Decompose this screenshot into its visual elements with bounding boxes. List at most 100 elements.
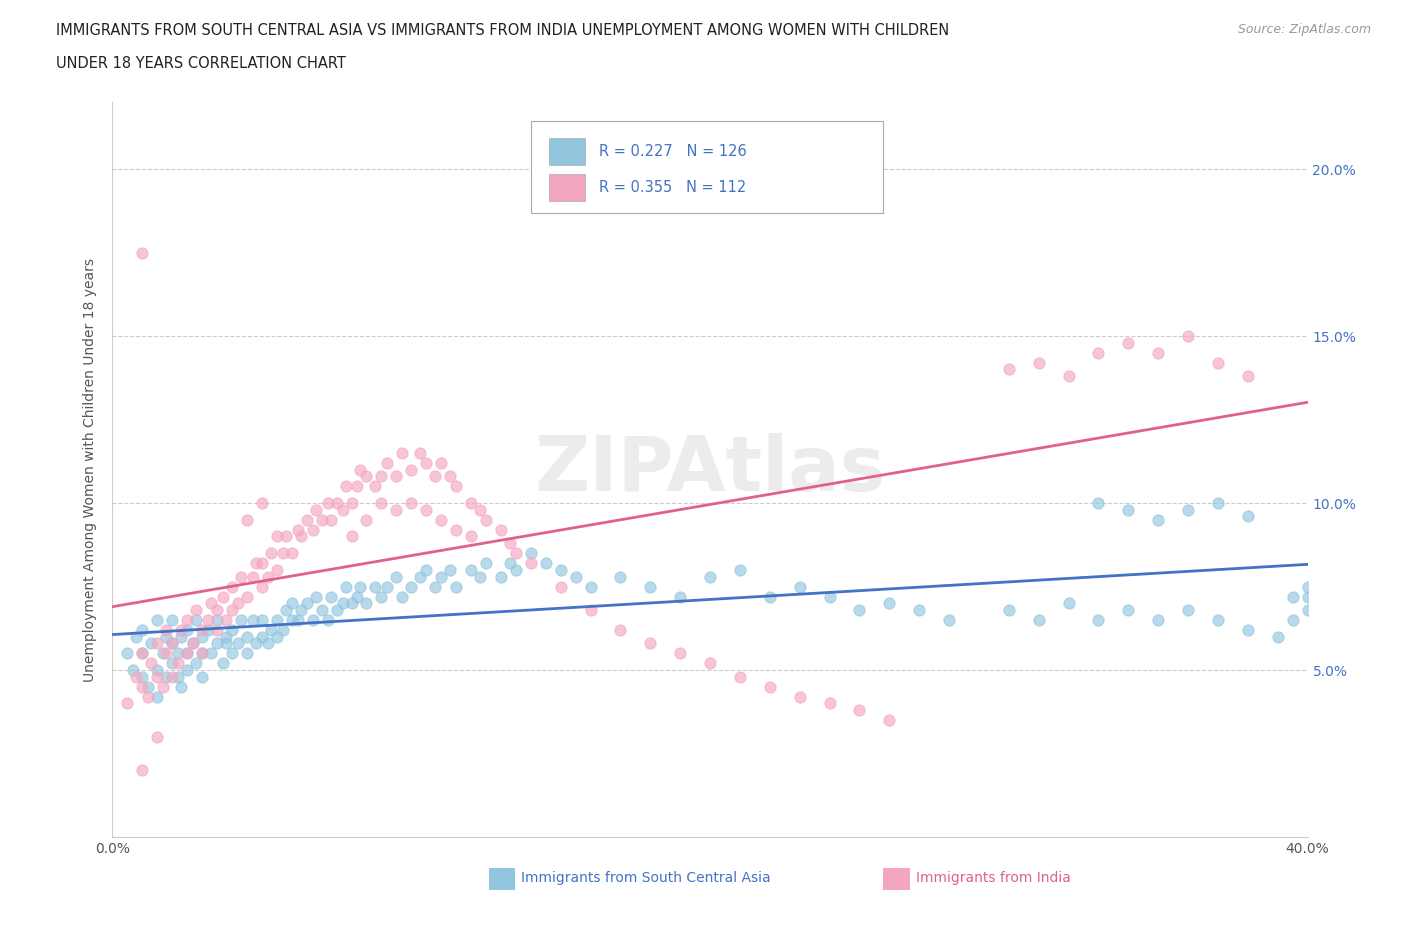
Point xyxy=(162,613,183,628)
Point xyxy=(468,569,491,584)
Point xyxy=(430,456,453,471)
Point xyxy=(391,589,413,604)
Point xyxy=(579,579,602,594)
Point xyxy=(274,603,297,618)
Point xyxy=(311,603,333,618)
Point xyxy=(998,362,1021,377)
Point xyxy=(356,596,378,611)
Point xyxy=(699,656,721,671)
Point xyxy=(425,469,447,484)
Point xyxy=(250,630,273,644)
Point xyxy=(212,589,235,604)
Point xyxy=(181,636,204,651)
Point xyxy=(266,563,288,578)
Point xyxy=(221,645,243,660)
Point xyxy=(356,469,378,484)
Point xyxy=(152,645,174,660)
Point xyxy=(340,596,363,611)
Point xyxy=(460,529,482,544)
Point xyxy=(789,689,811,704)
Point xyxy=(1147,512,1170,527)
Point xyxy=(205,622,228,637)
Point xyxy=(728,670,751,684)
Point xyxy=(152,679,174,694)
Point xyxy=(415,502,437,517)
Point xyxy=(131,670,153,684)
Point xyxy=(439,563,461,578)
Point xyxy=(1057,368,1080,383)
Text: Immigrants from India: Immigrants from India xyxy=(915,871,1070,885)
Point xyxy=(377,579,399,594)
Point xyxy=(236,512,259,527)
Point xyxy=(877,596,901,611)
Text: Source: ZipAtlas.com: Source: ZipAtlas.com xyxy=(1237,23,1371,36)
Point xyxy=(998,603,1021,618)
Point xyxy=(176,645,198,660)
Point xyxy=(1087,345,1109,360)
Point xyxy=(319,589,342,604)
Point xyxy=(391,445,413,460)
Point xyxy=(191,630,214,644)
Point xyxy=(444,523,467,538)
Point xyxy=(550,563,572,578)
Point xyxy=(335,579,357,594)
Text: UNDER 18 YEARS CORRELATION CHART: UNDER 18 YEARS CORRELATION CHART xyxy=(56,56,346,71)
Point xyxy=(460,496,482,511)
Point xyxy=(167,645,190,660)
Point xyxy=(141,656,163,671)
Text: IMMIGRANTS FROM SOUTH CENTRAL ASIA VS IMMIGRANTS FROM INDIA UNEMPLOYMENT AMONG W: IMMIGRANTS FROM SOUTH CENTRAL ASIA VS IM… xyxy=(56,23,949,38)
Point xyxy=(877,712,901,727)
Point xyxy=(370,496,392,511)
Point xyxy=(138,689,160,704)
Point xyxy=(316,496,339,511)
Point xyxy=(287,523,309,538)
Point xyxy=(1237,509,1260,524)
FancyBboxPatch shape xyxy=(489,868,515,890)
Point xyxy=(250,613,273,628)
Point xyxy=(728,563,751,578)
Point xyxy=(226,636,249,651)
Point xyxy=(260,546,283,561)
Point xyxy=(370,589,392,604)
Point xyxy=(131,246,153,260)
Point xyxy=(186,603,208,618)
Point xyxy=(191,670,214,684)
Point xyxy=(1206,496,1229,511)
Point xyxy=(301,613,323,628)
Point xyxy=(439,469,461,484)
FancyBboxPatch shape xyxy=(531,121,883,213)
Point xyxy=(1118,502,1140,517)
Point xyxy=(401,579,423,594)
FancyBboxPatch shape xyxy=(548,139,585,165)
Y-axis label: Unemployment Among Women with Children Under 18 years: Unemployment Among Women with Children U… xyxy=(83,258,97,682)
Text: R = 0.355   N = 112: R = 0.355 N = 112 xyxy=(599,180,747,195)
Point xyxy=(170,630,193,644)
Point xyxy=(335,479,357,494)
Text: Immigrants from South Central Asia: Immigrants from South Central Asia xyxy=(522,871,770,885)
Point xyxy=(1267,630,1289,644)
Point xyxy=(295,512,318,527)
Point xyxy=(311,512,333,527)
Point xyxy=(346,589,368,604)
Text: ZIPAtlas: ZIPAtlas xyxy=(534,432,886,507)
Point xyxy=(155,645,177,660)
Point xyxy=(401,496,423,511)
Point xyxy=(167,656,190,671)
Point xyxy=(848,703,870,718)
Point xyxy=(146,662,169,677)
Point xyxy=(200,645,222,660)
Point xyxy=(1206,613,1229,628)
Point xyxy=(176,622,198,637)
Point xyxy=(1296,603,1319,618)
Point xyxy=(212,656,235,671)
Point xyxy=(430,569,453,584)
Point xyxy=(191,645,214,660)
Point xyxy=(499,536,522,551)
Point xyxy=(1281,589,1303,604)
Point xyxy=(1087,496,1109,511)
Point xyxy=(1237,368,1260,383)
Point xyxy=(370,469,392,484)
Point xyxy=(229,569,252,584)
Point xyxy=(401,462,423,477)
Point xyxy=(699,569,721,584)
